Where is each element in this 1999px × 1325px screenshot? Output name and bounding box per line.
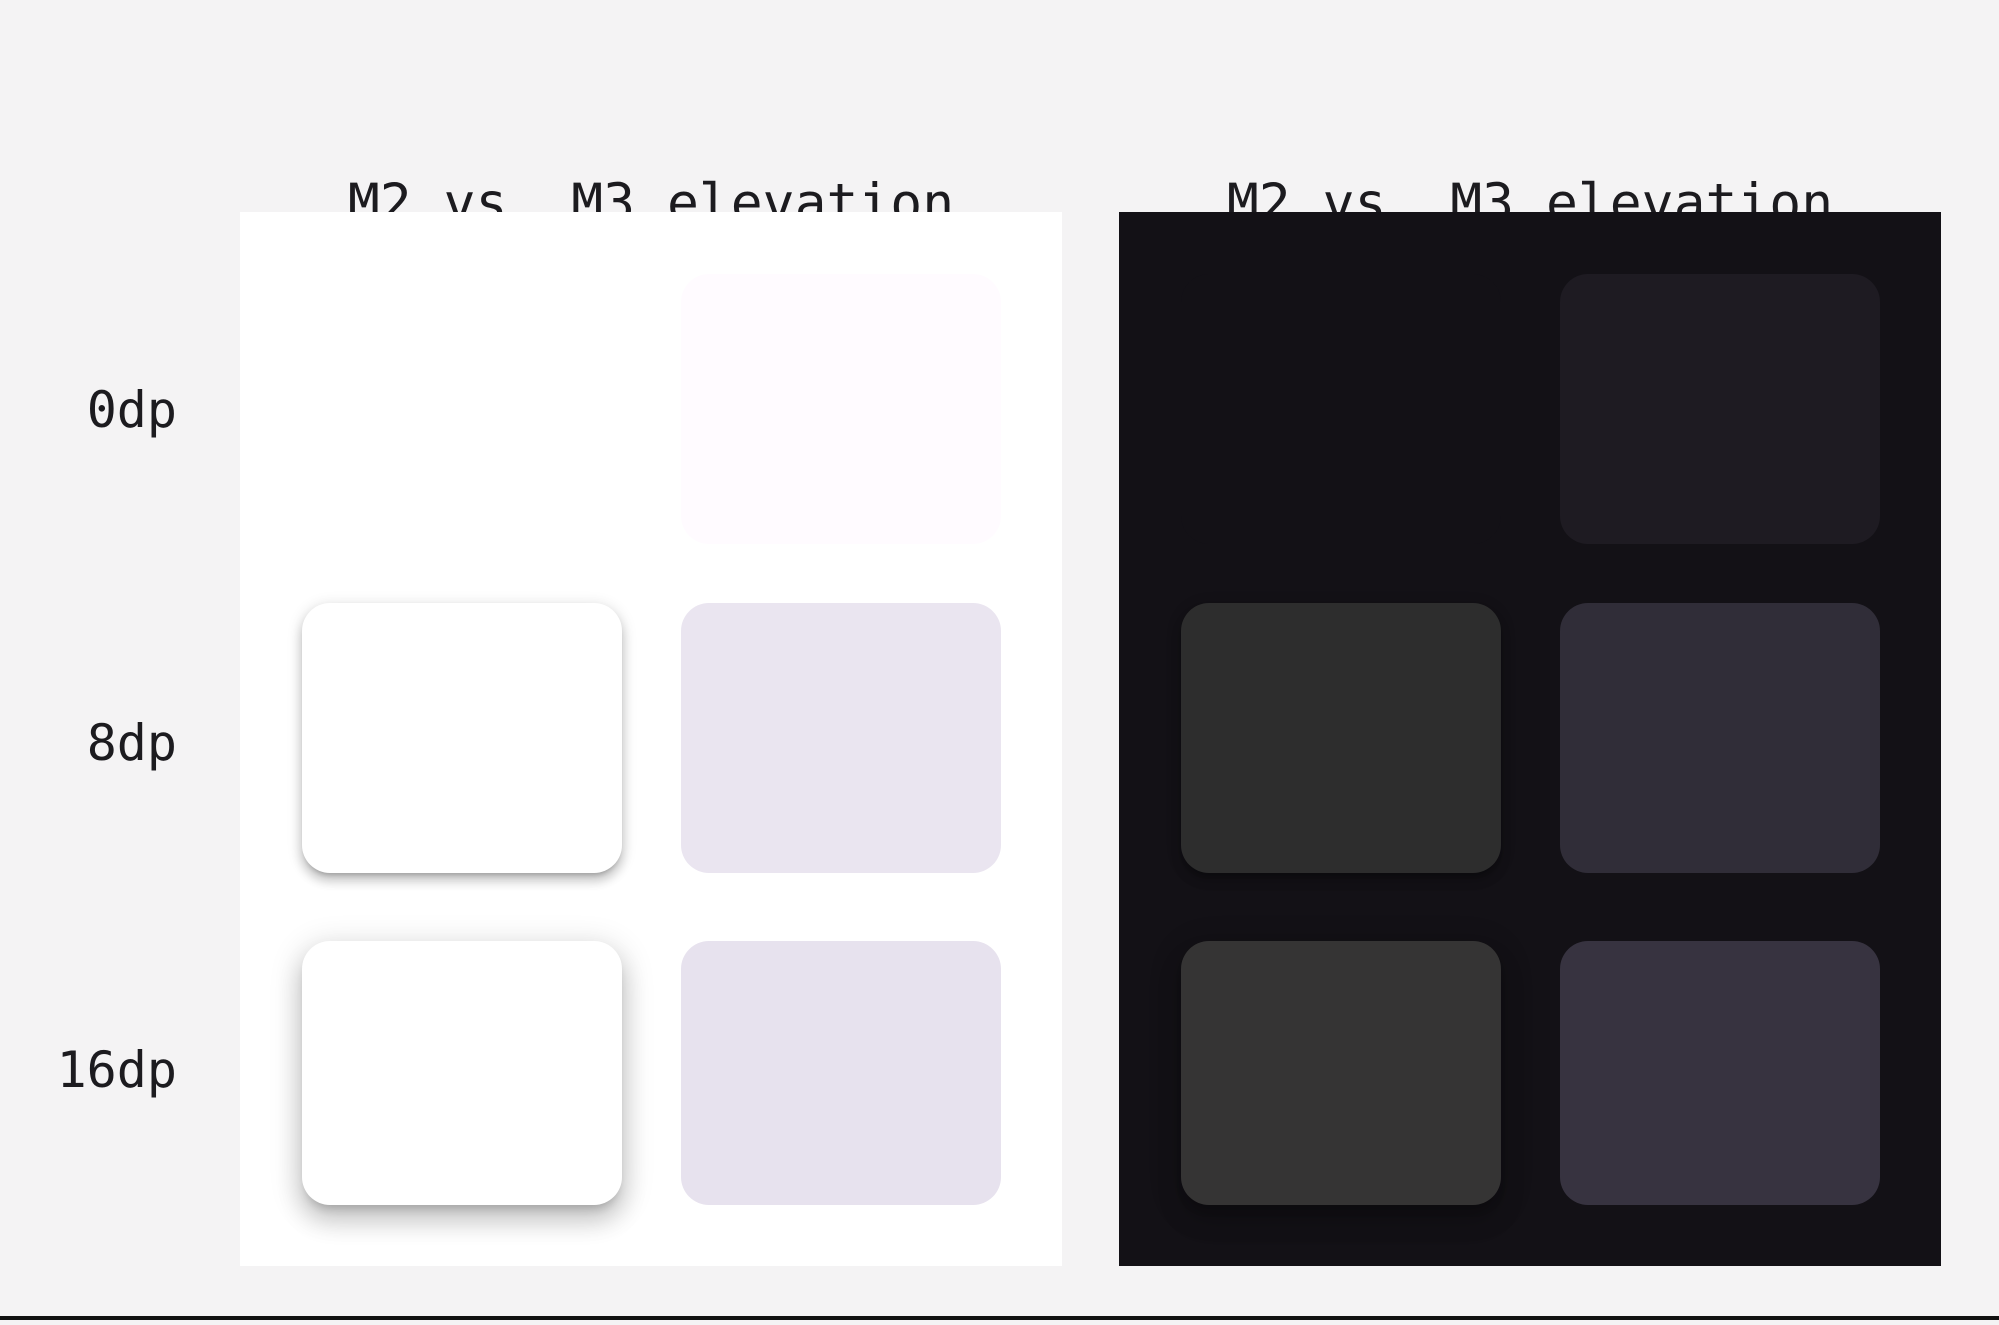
card-m2-16dp	[302, 941, 622, 1205]
card-m3-16dp	[681, 941, 1001, 1205]
card-m3-16dp	[1560, 941, 1880, 1205]
card-m3-8dp	[681, 603, 1001, 873]
panel-light	[240, 212, 1062, 1266]
row-label-0dp: 0dp	[86, 381, 177, 439]
card-m3-8dp	[1560, 603, 1880, 873]
row-label-8dp: 8dp	[86, 714, 177, 772]
bottom-divider	[0, 1316, 1999, 1320]
card-m3-0dp	[1560, 274, 1880, 544]
panel-dark	[1119, 212, 1941, 1266]
card-m2-8dp	[302, 603, 622, 873]
card-m2-8dp	[1181, 603, 1501, 873]
card-m2-0dp	[1181, 274, 1501, 544]
card-m3-0dp	[681, 274, 1001, 544]
row-label-16dp: 16dp	[56, 1041, 177, 1099]
card-m2-0dp	[302, 274, 622, 544]
card-m2-16dp	[1181, 941, 1501, 1205]
